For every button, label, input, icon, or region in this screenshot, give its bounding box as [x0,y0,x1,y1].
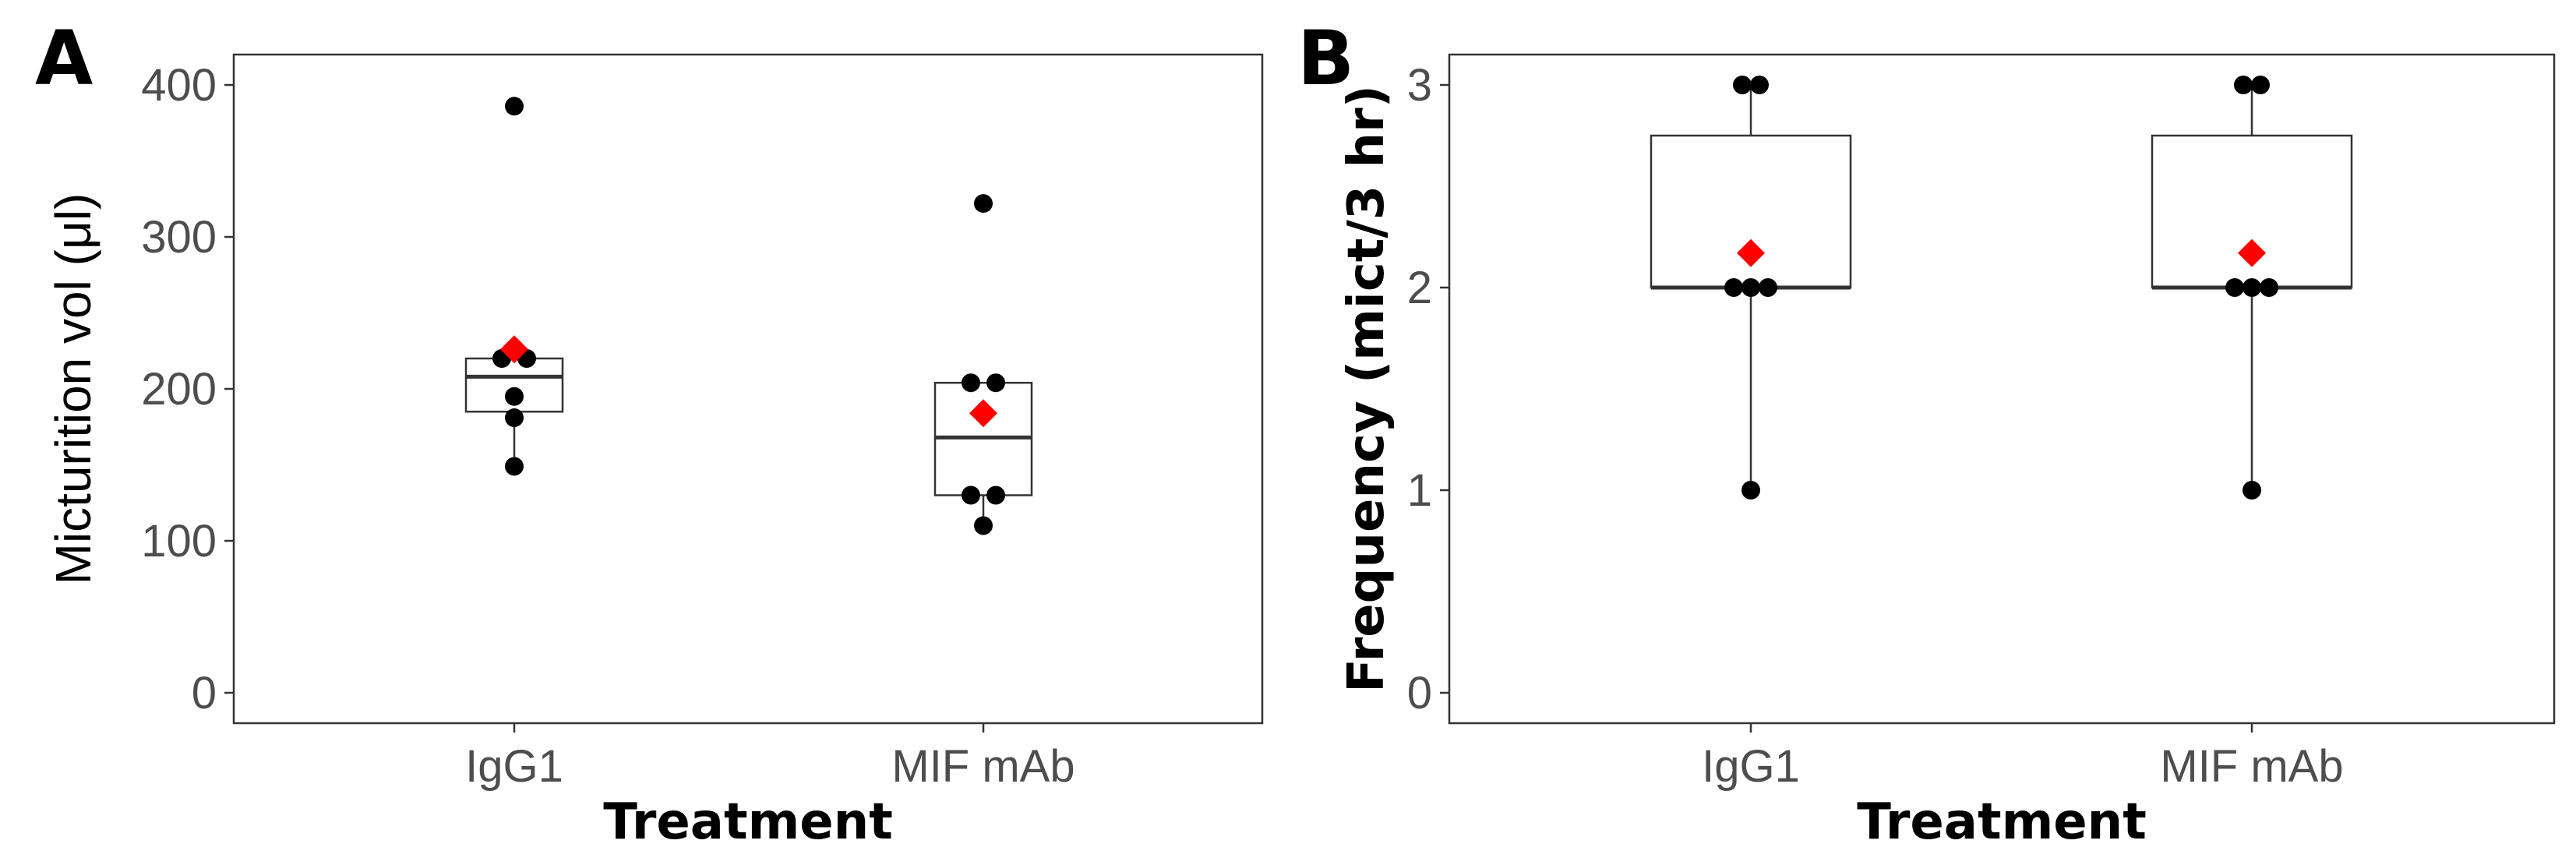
panel-b-data-point [1741,278,1760,297]
panel-a-data-point [974,516,993,535]
panel-b-data-point [2251,76,2270,94]
panel-b-data-point [1724,278,1743,297]
panel-a-mean-marker [500,335,528,364]
panel-a-data-point [962,373,980,393]
panel-b-plot-frame [1448,53,2556,725]
panel-b-y-tick-label: 2 [1407,263,1432,313]
panel-b-x-tick-label: MIF mAb [2160,741,2343,792]
panel-a-data-point [962,485,980,505]
panel-b-mean-marker [2238,238,2266,267]
panel-a-x-tick-label: IgG1 [465,741,563,792]
panel-a-axis-ticks: 0 100 200 300 400 IgG1 MIF mAb [141,60,1075,792]
panel-a-y-tick-label: 0 [192,668,217,719]
panel-a-y-tick-label: 100 [141,516,217,567]
panel-a-label: A [35,15,93,102]
panel-b-data-point [2225,278,2244,297]
panel-a-y-tick-label: 300 [141,212,217,263]
panel-b-mean-marker [1737,238,1765,267]
panel-a-plot-frame [232,53,1264,725]
panel-b-points [1724,76,2278,500]
panel-a-y-tick-label: 400 [141,60,217,111]
panel-a-data-point [986,373,1005,393]
panel-a-points [492,97,1005,535]
panel-a: A 0 100 200 300 400 IgG1 MIF mAb Micturition v… [35,15,1264,851]
panel-b-x-axis-title: Treatment [1857,793,2147,851]
panel-a-mean-marker [969,399,997,428]
panel-b-box-1 [2151,85,2353,490]
panel-b-data-point [2260,278,2278,297]
box-iqr [2151,134,2353,289]
panel-a-x-tick-label: MIF mAb [891,741,1075,792]
panel-a-data-point [505,97,524,116]
panel-b-y-axis-title: Frequency (mict/3 hr) [1338,85,1396,693]
panel-a-data-point [505,408,524,428]
panel-b-data-point [1759,278,1777,297]
panel-b-data-point [2243,481,2261,500]
panel-b-y-tick-label: 3 [1407,60,1432,111]
panel-a-boxes [464,357,1033,526]
panel-b-data-point [2234,76,2253,94]
panel-b-label: B [1297,15,1354,102]
panel-b-data-point [1750,76,1769,94]
panel-b-x-tick-label: IgG1 [1702,741,1800,792]
panel-a-y-axis-title: Micturition vol (μl) [45,193,101,585]
panel-a-data-point [505,387,524,406]
panel-b-y-tick-label: 1 [1407,465,1432,516]
panel-b-data-point [1741,481,1760,500]
panel-a-x-axis-title: Treatment [603,793,893,851]
panel-a-y-tick-label: 200 [141,364,217,415]
panel-a-data-point [986,485,1005,505]
panel-b-axis-ticks: 0 1 2 3 IgG1 MIF mAb [1407,60,2344,792]
panel-b-data-point [1733,76,1752,94]
panel-a-data-point [505,457,524,476]
panel-a-data-point [974,194,993,214]
panel-b-data-point [2243,278,2261,297]
panel-b-y-tick-label: 0 [1407,668,1432,719]
